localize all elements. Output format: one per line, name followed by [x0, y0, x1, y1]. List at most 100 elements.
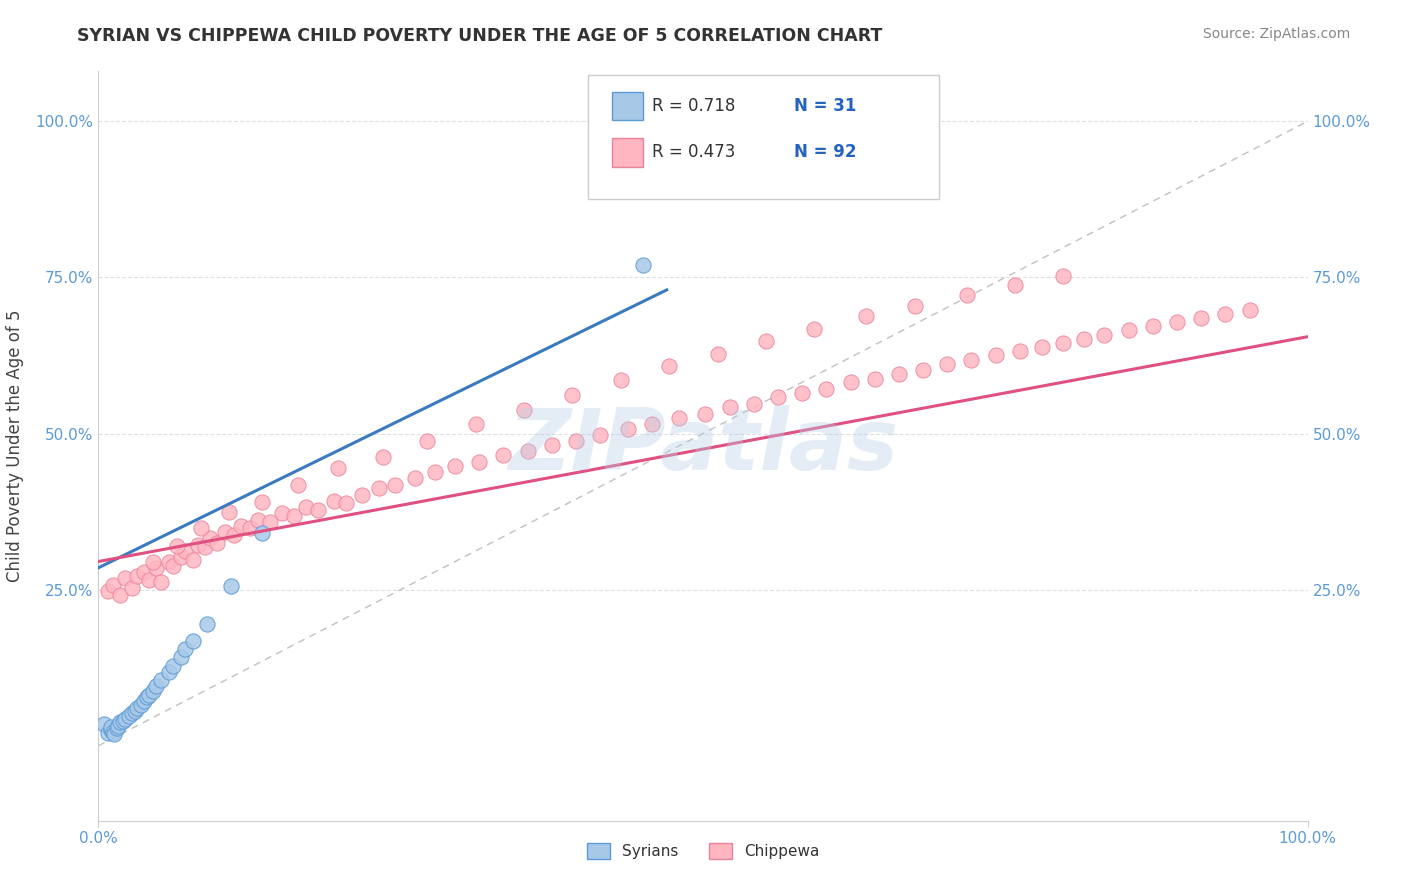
- Point: [247, 513, 270, 527]
- Point: [114, 571, 136, 585]
- Point: [194, 540, 217, 554]
- Point: [668, 410, 690, 425]
- Point: [887, 368, 910, 382]
- Point: [97, 583, 120, 598]
- Point: [271, 507, 294, 521]
- Point: [127, 569, 149, 583]
- Point: [97, 726, 120, 740]
- Point: [250, 495, 273, 509]
- Point: [135, 690, 157, 704]
- Point: [198, 532, 221, 546]
- Point: [100, 720, 122, 734]
- Point: [1166, 315, 1188, 329]
- Point: [187, 538, 209, 552]
- Text: N = 31: N = 31: [793, 97, 856, 115]
- Point: [174, 642, 197, 657]
- Point: [150, 673, 173, 688]
- FancyBboxPatch shape: [613, 92, 643, 120]
- Point: [1031, 340, 1053, 354]
- Point: [326, 461, 349, 475]
- Point: [214, 525, 236, 540]
- Point: [368, 482, 391, 496]
- Point: [195, 617, 218, 632]
- Point: [706, 346, 728, 360]
- Point: [960, 352, 983, 367]
- Point: [984, 348, 1007, 362]
- Point: [111, 714, 134, 728]
- Point: [169, 650, 191, 665]
- Point: [287, 477, 309, 491]
- Point: [350, 488, 373, 502]
- Point: [1052, 269, 1074, 284]
- Point: [617, 421, 640, 435]
- Point: [259, 515, 281, 529]
- Point: [100, 723, 122, 737]
- Point: [142, 683, 165, 698]
- Point: [766, 390, 789, 404]
- Point: [105, 721, 128, 735]
- Point: [150, 575, 173, 590]
- Point: [295, 500, 318, 515]
- Point: [839, 376, 862, 390]
- Point: [121, 706, 143, 721]
- Point: [423, 465, 446, 479]
- Point: [124, 705, 146, 719]
- Point: [222, 527, 245, 541]
- Point: [855, 309, 877, 323]
- Point: [464, 417, 486, 432]
- Point: [1052, 336, 1074, 351]
- Point: [169, 550, 191, 565]
- Point: [803, 321, 825, 335]
- Point: [162, 558, 184, 573]
- Y-axis label: Child Poverty Under the Age of 5: Child Poverty Under the Age of 5: [7, 310, 24, 582]
- Point: [610, 374, 633, 388]
- Point: [162, 658, 184, 673]
- Point: [912, 363, 935, 377]
- Point: [516, 444, 538, 458]
- Point: [103, 727, 125, 741]
- Point: [1073, 332, 1095, 346]
- Point: [1004, 277, 1026, 292]
- Point: [695, 407, 717, 421]
- Point: [308, 502, 330, 516]
- Point: [121, 582, 143, 596]
- Point: [416, 434, 439, 448]
- Point: [114, 713, 136, 727]
- Point: [166, 539, 188, 553]
- Point: [174, 544, 197, 558]
- Point: [561, 388, 583, 402]
- Point: [540, 438, 562, 452]
- Point: [108, 588, 131, 602]
- Point: [205, 535, 228, 549]
- Point: [101, 577, 124, 591]
- Point: [1094, 327, 1116, 342]
- Point: [1215, 307, 1237, 321]
- Point: [138, 688, 160, 702]
- Point: [283, 508, 305, 523]
- Point: [239, 521, 262, 535]
- Point: [904, 299, 927, 313]
- Point: [658, 359, 681, 373]
- Point: [589, 427, 612, 442]
- Point: [1118, 324, 1140, 338]
- Point: [229, 519, 252, 533]
- Point: [250, 526, 273, 541]
- Point: [955, 288, 977, 302]
- Point: [129, 698, 152, 712]
- Point: [118, 708, 141, 723]
- Point: [742, 396, 765, 410]
- Point: [513, 402, 536, 417]
- Point: [815, 382, 838, 396]
- Point: [145, 561, 167, 575]
- Point: [792, 386, 814, 401]
- Point: [142, 555, 165, 569]
- Point: [145, 680, 167, 694]
- Point: [404, 471, 426, 485]
- Text: N = 92: N = 92: [793, 144, 856, 161]
- Legend: Syrians, Chippewa: Syrians, Chippewa: [581, 838, 825, 865]
- Point: [384, 477, 406, 491]
- Point: [190, 521, 212, 535]
- Point: [371, 450, 394, 465]
- Text: Source: ZipAtlas.com: Source: ZipAtlas.com: [1202, 27, 1350, 41]
- Point: [108, 714, 131, 729]
